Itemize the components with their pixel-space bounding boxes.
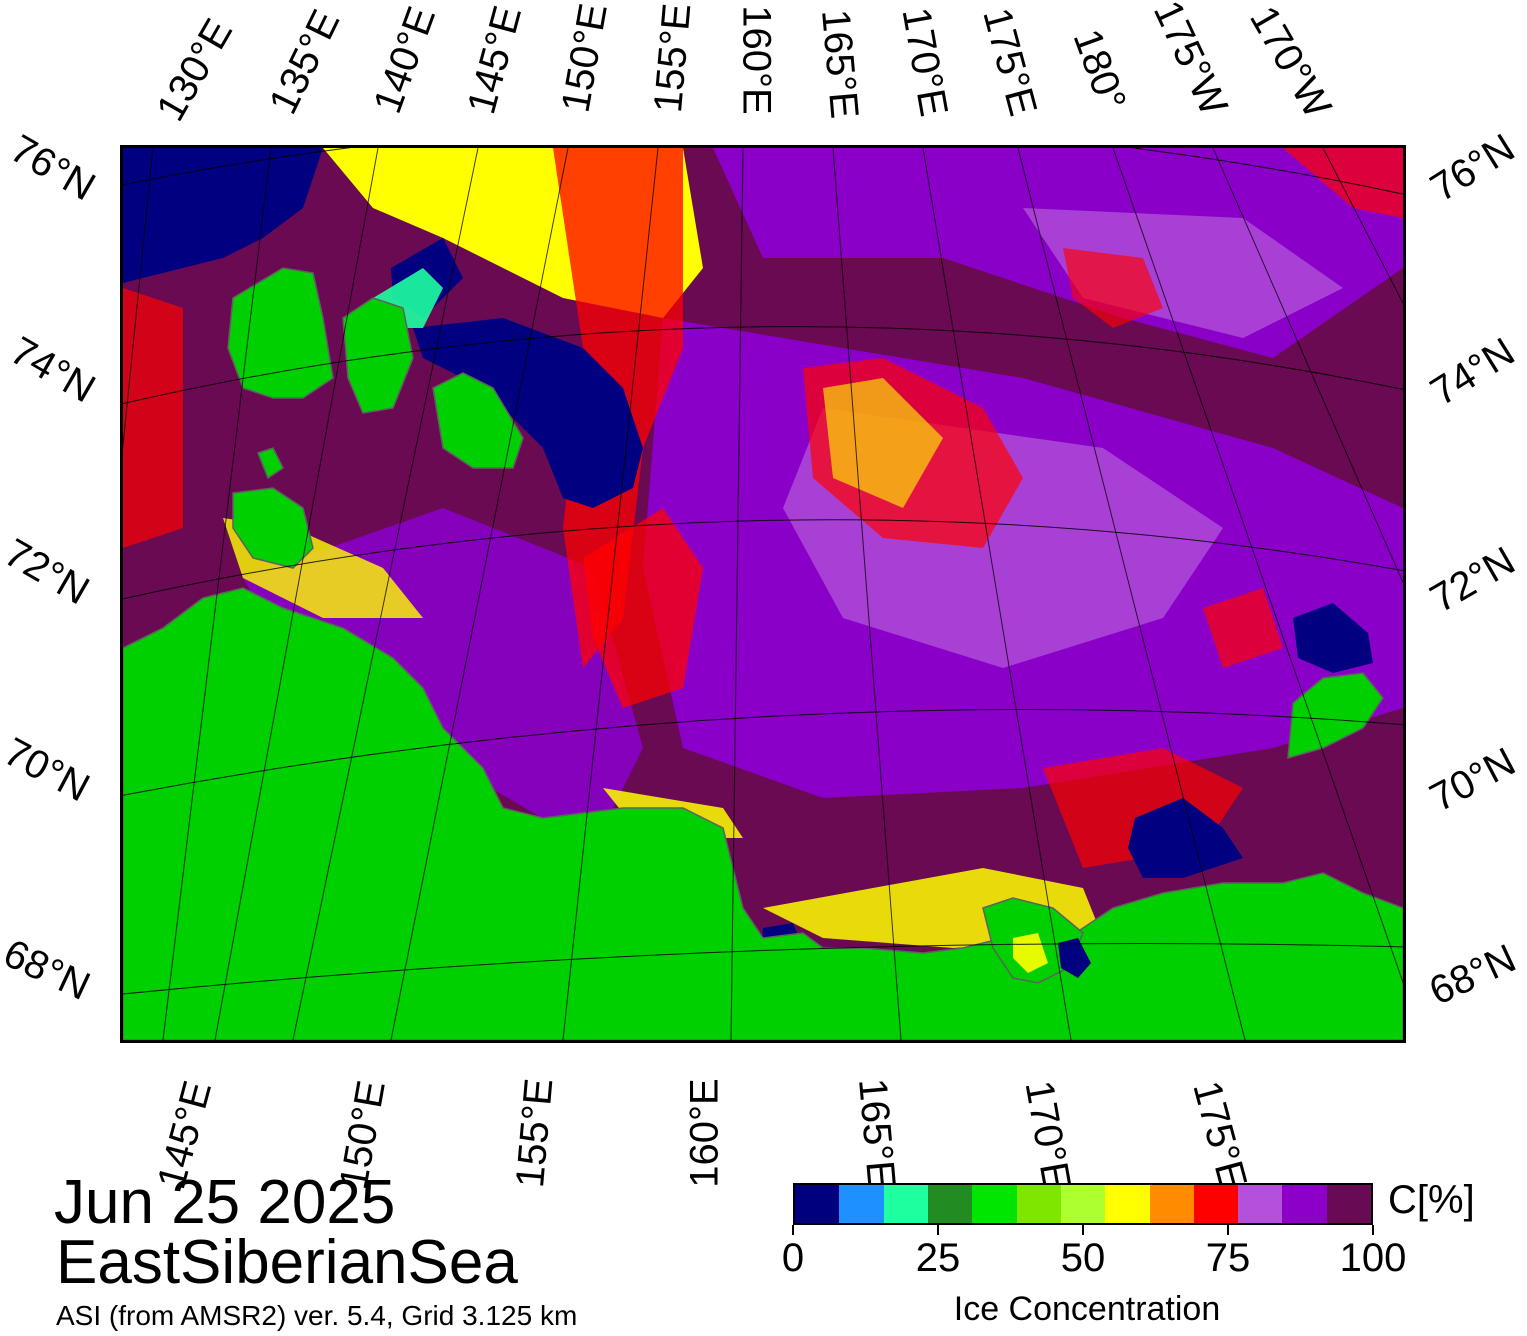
island-novaya-sibir [432,372,524,469]
top-lon-label: 145°E [459,1,531,119]
colorbar-tick [792,1225,794,1235]
colorbar-unit: C[%] [1388,1178,1475,1222]
left-lat-label: 68°N [0,931,97,1009]
meridian-line [1212,148,1403,584]
colorbar-segment [1105,1185,1150,1223]
meridian-line [1112,148,1403,984]
meridian-line [214,148,379,1040]
meridian-line [922,148,1072,1040]
top-lon-label: 175°W [1144,0,1236,122]
region-title: EastSiberianSea [56,1228,518,1297]
right-lat-label: 72°N [1422,538,1523,622]
colorbar [793,1183,1373,1225]
island-wrangel [1287,672,1384,760]
meridian-line [292,148,479,1040]
top-lon-label: 170°W [1241,0,1340,126]
colorbar-tick-label: 50 [1060,1236,1106,1280]
top-lon-label: 165°E [813,7,867,121]
latitude-graticule [123,148,1403,995]
meridian-line [162,148,272,1040]
left-lat-label: 76°N [2,126,103,210]
colorbar-tick-label: 75 [1205,1236,1251,1280]
bottom-lon-label: 175°E [1184,1076,1256,1194]
bottom-lon-label: 165°E [850,1076,904,1190]
open-water-wrangel [1293,603,1373,673]
colorbar-segment [1282,1185,1327,1223]
bottom-lon-label: 170°E [1016,1077,1079,1193]
top-lon-label: 130°E [148,11,242,129]
latitude-line-68 [123,943,1403,995]
colorbar-segment [795,1185,840,1223]
colorbar-tick-label: 100 [1339,1236,1407,1280]
colorbar-segment [883,1185,928,1223]
top-lon-label: 135°E [260,3,349,121]
date-title: Jun 25 2025 [54,1168,396,1237]
melt-zone-red [123,288,183,548]
colorbar-segment [1193,1185,1239,1223]
colorbar-segment [972,1185,1017,1223]
open-water-polynya [413,318,643,508]
colorbar-title: Ice Concentration [953,1290,1221,1328]
meridian-line [123,148,154,451]
meridian-line [832,148,902,1040]
colorbar-tick [1227,1225,1229,1235]
bottom-lon-label: 155°E [508,1076,562,1190]
left-lat-label: 74°N [2,328,103,412]
colorbar-segment [1326,1185,1372,1223]
colorbar-tick-label: 0 [781,1236,805,1280]
colorbar-tick [937,1225,939,1235]
meridian-line [730,148,744,1040]
meridian-line [562,148,659,1040]
latitude-line-72 [123,519,1403,600]
product-note: ASI (from AMSR2) ver. 5.4, Grid 3.125 km [56,1300,578,1331]
mainland-siberia [123,587,1403,1040]
colorbar-segment [1016,1185,1061,1223]
latitude-line-70 [123,709,1403,796]
colorbar-segment [839,1185,884,1223]
meridian-line [1017,148,1246,1040]
ice-band-low [1023,208,1343,338]
right-lat-label: 74°N [1423,329,1523,415]
right-lat-label: 68°N [1422,936,1523,1014]
right-lat-label: 76°N [1423,125,1523,211]
colorbar-segment [1238,1185,1283,1223]
colorbar-tick [1082,1225,1084,1235]
colorbar-tick [1372,1225,1374,1235]
right-lat-label: 70°N [1422,739,1523,821]
top-lon-label: 150°E [553,0,616,116]
colorbar-segment [927,1185,973,1223]
colorbar-tick-label: 25 [915,1236,961,1280]
melt-zone-red [1283,148,1403,218]
top-lon-label: 160°E [734,5,779,115]
island-small [257,447,284,480]
meridian-line [390,148,569,1040]
top-lon-label: 175°E [974,3,1046,121]
meridian-line [1322,148,1403,305]
top-lon-label: 155°E [646,1,700,115]
melt-zone-red [1203,588,1283,668]
melt-zone-red [583,508,703,708]
chaun-bay-fringe [1013,933,1048,973]
chaun-bay-water [1058,938,1091,978]
colorbar-segment [1060,1185,1106,1223]
colorbar-segment [1149,1185,1194,1223]
map-canvas [123,148,1403,1040]
island-faddeyevsky [342,297,414,414]
melt-zone-red [1063,248,1163,328]
top-lon-label: 170°E [893,4,956,120]
top-lon-label: 180° [1064,23,1135,117]
island-kotelny [227,267,334,399]
longitude-graticule [123,148,1403,1040]
bottom-lon-label: 160°E [682,1078,727,1188]
left-lat-label: 70°N [0,729,97,811]
open-water-northwest [123,148,323,283]
open-water-chaun-bay [1128,798,1243,878]
left-lat-label: 72°N [0,530,97,614]
ice-concentration-map [120,145,1406,1043]
latitude-line-76 [123,148,1403,195]
latitude-line-74 [123,326,1403,405]
top-lon-label: 140°E [365,1,445,119]
